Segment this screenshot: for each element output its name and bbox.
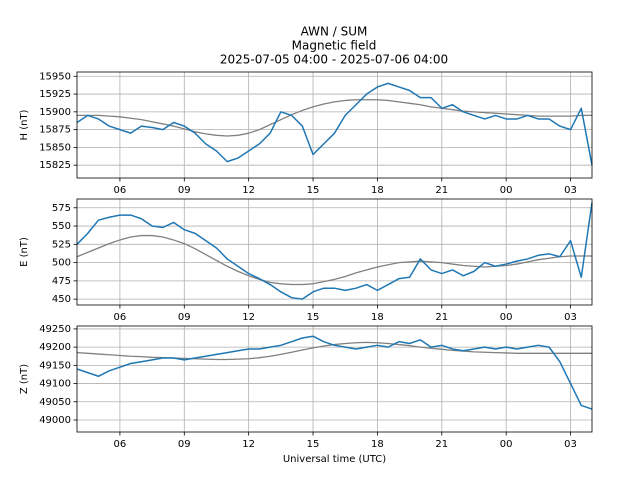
x-tick-label: 12 [242, 439, 255, 450]
axes-frame [76, 325, 593, 433]
x-tick-label: 00 [500, 439, 513, 450]
x-tick-label: 09 [178, 312, 191, 323]
x-tick-label: 15 [307, 312, 320, 323]
y-tick-label: 49100 [39, 379, 71, 390]
x-tick-label: 00 [500, 312, 513, 323]
y-tick-label: 15850 [39, 142, 71, 153]
y-tick-label: 475 [52, 276, 71, 287]
series-line [76, 202, 593, 300]
x-tick-label: 03 [564, 312, 577, 323]
x-tick-label: 18 [371, 312, 384, 323]
y-tick-label: 49000 [39, 415, 71, 426]
x-tick-label: 06 [114, 439, 127, 450]
series-line [76, 82, 593, 166]
y-tick-label: 49050 [39, 397, 71, 408]
y-tick-label: 450 [52, 294, 71, 305]
title: AWN / SUM [301, 25, 368, 39]
y-tick-label: 550 [52, 221, 71, 232]
y-tick-label: 15875 [39, 125, 71, 136]
series-line [76, 234, 592, 286]
x-tick-label: 03 [564, 185, 577, 196]
y-tick-label: 15825 [39, 160, 71, 171]
x-tick-label: 21 [435, 312, 448, 323]
x-tick-label: 15 [307, 185, 320, 196]
x-tick-label: 21 [435, 185, 448, 196]
y-tick-label: 575 [52, 203, 71, 214]
x-tick-label: 18 [371, 185, 384, 196]
y-tick-label: 49150 [39, 360, 71, 371]
series-line [76, 335, 593, 410]
x-tick-label: 21 [435, 439, 448, 450]
y-tick-label: 525 [52, 239, 71, 250]
x-tick-label: 15 [307, 439, 320, 450]
x-tick-label: 09 [178, 439, 191, 450]
subtitle: Magnetic field [292, 39, 377, 53]
axes-frame [76, 198, 593, 306]
axes-frame [76, 71, 593, 179]
x-tick-label: 18 [371, 439, 384, 450]
x-tick-label: 12 [242, 312, 255, 323]
y-tick-label: 49200 [39, 342, 71, 353]
series-line [77, 99, 592, 137]
x-tick-label: 00 [500, 185, 513, 196]
x-tick-label: 06 [114, 185, 127, 196]
x-tick-label: 09 [178, 185, 191, 196]
y-axis-label: E (nT) [19, 237, 30, 267]
x-tick-label: 06 [114, 312, 127, 323]
period: 2025-07-05 04:00 - 2025-07-06 04:00 [220, 53, 448, 67]
x-tick-label: 03 [564, 439, 577, 450]
y-tick-label: 500 [52, 258, 71, 269]
y-tick-label: 15950 [39, 71, 71, 82]
y-tick-label: 49250 [39, 324, 71, 335]
y-tick-label: 15925 [39, 89, 71, 100]
y-axis-label: Z (nT) [19, 364, 30, 394]
x-axis-label: Universal time (UTC) [283, 454, 386, 465]
y-tick-label: 15900 [39, 107, 71, 118]
x-tick-label: 12 [242, 185, 255, 196]
y-axis-label: H (nT) [19, 109, 30, 140]
